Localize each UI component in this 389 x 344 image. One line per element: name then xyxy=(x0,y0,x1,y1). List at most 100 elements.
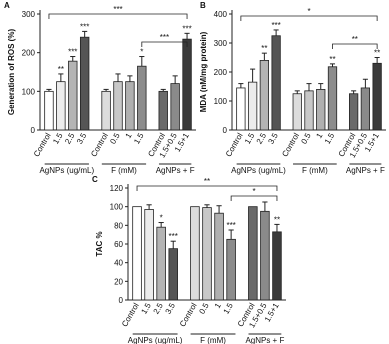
bar xyxy=(137,65,147,131)
bar xyxy=(132,206,142,301)
error-bar xyxy=(46,88,52,92)
comparison-bracket xyxy=(230,195,278,201)
x-tick-label: Control xyxy=(224,131,245,158)
error-bar xyxy=(250,68,256,83)
y-tick-label: 40 xyxy=(114,259,123,268)
group-label: F (mM) xyxy=(111,166,137,175)
significance: *** xyxy=(80,22,89,31)
y-tick-label: 120 xyxy=(110,184,124,193)
error-bar xyxy=(115,73,121,82)
bar xyxy=(226,238,236,301)
y-tick-label: 60 xyxy=(114,240,123,249)
group-label: AgNPs (ug/mL) xyxy=(39,166,94,175)
panel-label: B xyxy=(200,1,206,10)
comparison-bracket xyxy=(141,41,188,47)
bar xyxy=(79,36,90,131)
significance: *** xyxy=(169,232,178,241)
bar xyxy=(68,60,78,131)
x-tick-label: 1.5 xyxy=(51,131,65,146)
bar xyxy=(156,226,166,301)
group-label: AgNPs + F xyxy=(346,166,385,175)
error-bar xyxy=(351,90,357,94)
group-label: AgNPs (ug/mL) xyxy=(231,166,286,175)
comparison-label: *** xyxy=(160,33,169,42)
error-bar xyxy=(58,73,64,82)
bar xyxy=(304,90,314,131)
x-tick-label: 2.5 xyxy=(63,131,77,146)
y-tick-label: 100 xyxy=(214,97,228,106)
x-tick-label: 2.5 xyxy=(152,301,166,316)
y-tick-label: 0 xyxy=(119,296,124,305)
significance: * xyxy=(140,48,143,57)
x-tick-label: 0.5 xyxy=(299,131,313,146)
comparison-bracket xyxy=(332,43,378,49)
error-bar xyxy=(82,30,88,38)
error-bar xyxy=(160,88,166,92)
comparison-bracket xyxy=(48,13,188,19)
error-bar xyxy=(103,88,109,92)
x-tick-label: 1.5 xyxy=(243,131,257,146)
y-axis-title: Generation of ROS (%) xyxy=(7,29,16,116)
error-bar xyxy=(273,29,279,36)
comparison-label: ** xyxy=(352,35,358,44)
significance: *** xyxy=(182,24,191,33)
bar xyxy=(214,212,224,301)
significance: *** xyxy=(68,48,77,57)
significance: *** xyxy=(271,21,280,30)
y-tick-label: 200 xyxy=(22,49,36,58)
error-bar xyxy=(70,56,76,62)
bar xyxy=(158,90,168,131)
bar xyxy=(168,248,178,301)
x-tick-label: 1.5 xyxy=(222,301,236,316)
significance: ** xyxy=(261,44,267,53)
comparison-bracket xyxy=(240,15,378,21)
y-tick-label: 0 xyxy=(223,126,228,135)
bar xyxy=(202,207,212,301)
bar xyxy=(170,83,180,131)
y-axis-title: TAC % xyxy=(95,231,104,256)
x-tick-label: Control xyxy=(120,301,141,328)
bar xyxy=(259,60,269,131)
y-tick-label: 300 xyxy=(22,10,36,19)
bar xyxy=(292,93,302,131)
group-label: F (mM) xyxy=(200,336,226,344)
panel-label: A xyxy=(4,1,10,10)
significance: ** xyxy=(58,65,64,74)
error-bar xyxy=(184,32,190,40)
y-tick-label: 100 xyxy=(22,87,36,96)
y-tick-label: 100 xyxy=(110,203,124,212)
error-bar xyxy=(158,222,164,228)
comparison-label: * xyxy=(307,7,310,16)
error-bar xyxy=(329,63,336,67)
error-bar xyxy=(261,52,267,61)
bar xyxy=(360,87,371,131)
y-tick-label: 300 xyxy=(214,39,228,48)
y-axis-title: MDA (nM/mg protein) xyxy=(199,31,208,112)
bar xyxy=(327,66,338,131)
x-tick-label: 1.5 xyxy=(139,301,153,316)
bar xyxy=(190,206,200,301)
bar xyxy=(101,90,111,131)
x-tick-label: 3.5 xyxy=(266,131,280,146)
error-bar xyxy=(127,75,133,82)
significance: ** xyxy=(329,55,335,64)
significance: * xyxy=(160,214,163,223)
error-bar xyxy=(228,229,234,240)
group-label: AgNPs + F xyxy=(245,336,284,344)
error-bar xyxy=(306,83,312,91)
significance: ** xyxy=(274,215,280,224)
x-tick-label: 1.5 xyxy=(132,131,146,146)
y-tick-label: 0 xyxy=(31,126,36,135)
bar xyxy=(182,38,192,131)
significance: *** xyxy=(226,221,235,230)
bar xyxy=(236,87,246,131)
bar xyxy=(271,35,281,131)
error-bar xyxy=(362,78,368,88)
y-tick-label: 200 xyxy=(214,68,228,77)
error-bar xyxy=(238,83,244,88)
y-tick-label: 20 xyxy=(114,277,123,286)
x-tick-label: 0.5 xyxy=(108,131,122,146)
bar xyxy=(44,90,54,131)
y-tick-label: 80 xyxy=(114,221,123,230)
